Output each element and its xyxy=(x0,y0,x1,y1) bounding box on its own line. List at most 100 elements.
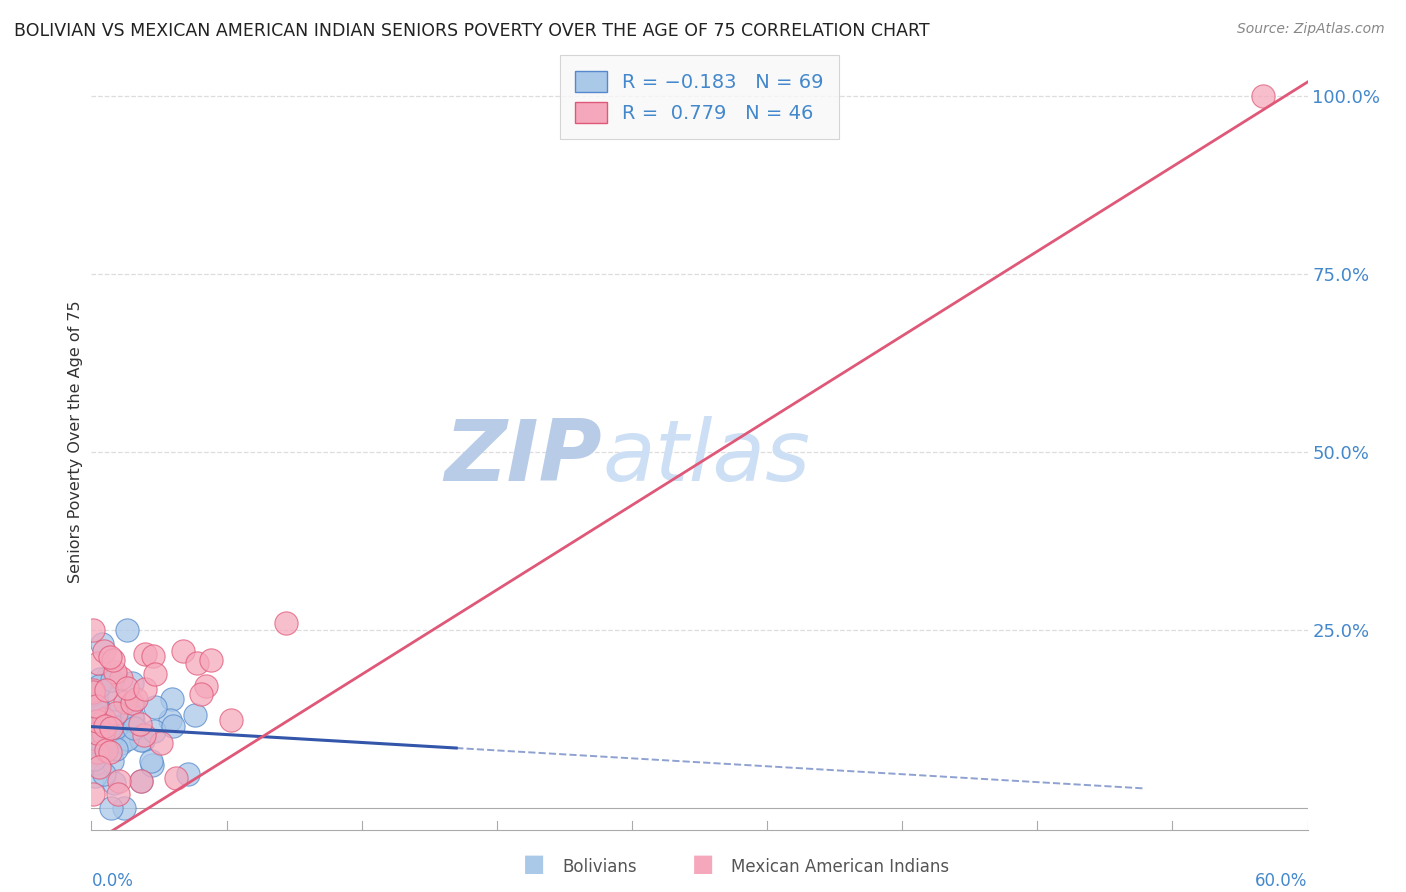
Text: ■: ■ xyxy=(692,852,714,876)
Point xyxy=(134,682,156,697)
Point xyxy=(89,756,111,771)
Point xyxy=(86,726,108,740)
Text: 60.0%: 60.0% xyxy=(1256,872,1308,890)
Point xyxy=(86,725,108,739)
Point xyxy=(121,708,143,723)
Text: BOLIVIAN VS MEXICAN AMERICAN INDIAN SENIORS POVERTY OVER THE AGE OF 75 CORRELATI: BOLIVIAN VS MEXICAN AMERICAN INDIAN SENI… xyxy=(14,22,929,40)
Point xyxy=(114,695,136,709)
Point xyxy=(94,719,117,733)
Point xyxy=(91,637,114,651)
Y-axis label: Seniors Poverty Over the Age of 75: Seniors Poverty Over the Age of 75 xyxy=(67,301,83,582)
Point xyxy=(100,801,122,815)
Point xyxy=(195,679,218,693)
Point xyxy=(159,714,181,728)
Point xyxy=(105,692,128,706)
Text: 0.0%: 0.0% xyxy=(91,872,134,890)
Point xyxy=(100,673,122,687)
Point xyxy=(112,801,135,815)
Point xyxy=(93,717,115,731)
Point xyxy=(150,735,173,749)
Point xyxy=(82,721,104,735)
Point xyxy=(89,747,111,761)
Point xyxy=(143,699,166,714)
Point xyxy=(115,731,138,746)
Point xyxy=(104,720,127,734)
Point xyxy=(94,724,117,739)
Point xyxy=(86,728,108,742)
Text: atlas: atlas xyxy=(602,416,810,499)
Point xyxy=(87,759,110,773)
Point xyxy=(96,743,118,757)
Point xyxy=(129,774,152,789)
Point xyxy=(177,767,200,781)
Point xyxy=(121,697,143,711)
Point xyxy=(93,713,115,727)
Point xyxy=(200,652,222,666)
Point xyxy=(84,698,107,713)
Point xyxy=(129,732,152,747)
Point xyxy=(139,754,162,768)
Point xyxy=(108,773,131,788)
Point xyxy=(82,682,104,697)
Point xyxy=(104,665,127,680)
Point xyxy=(83,752,105,766)
Point xyxy=(183,707,205,722)
Point xyxy=(82,726,104,740)
Point xyxy=(134,647,156,661)
Point xyxy=(115,624,138,638)
Point xyxy=(100,721,122,735)
Point xyxy=(162,719,184,733)
Point xyxy=(101,731,124,746)
Point xyxy=(134,728,156,742)
Point xyxy=(86,714,108,728)
Text: ZIP: ZIP xyxy=(444,416,602,499)
Point xyxy=(91,725,114,739)
Point xyxy=(122,721,145,735)
Point xyxy=(82,708,104,723)
Point xyxy=(89,709,111,723)
Point xyxy=(104,742,127,756)
Point xyxy=(124,692,146,706)
Point xyxy=(90,726,112,740)
Text: ■: ■ xyxy=(523,852,546,876)
Point xyxy=(93,643,115,657)
Point xyxy=(121,676,143,690)
Point xyxy=(143,667,166,681)
Point xyxy=(121,714,143,728)
Point xyxy=(172,643,194,657)
Point xyxy=(142,723,165,738)
Point xyxy=(103,720,125,734)
Point xyxy=(82,787,104,801)
Point xyxy=(86,688,108,702)
Point xyxy=(84,769,107,783)
Point xyxy=(107,787,129,801)
Point xyxy=(98,729,121,743)
Text: Mexican American Indians: Mexican American Indians xyxy=(731,858,949,876)
Point xyxy=(82,722,104,736)
Point xyxy=(82,623,104,637)
Point xyxy=(128,717,150,731)
Point xyxy=(97,670,120,684)
Point xyxy=(82,687,104,701)
Point xyxy=(96,723,118,738)
Point xyxy=(82,714,104,728)
Point xyxy=(83,734,105,748)
Point xyxy=(100,744,122,758)
Point xyxy=(110,671,132,685)
Point xyxy=(84,756,107,771)
Point xyxy=(87,700,110,714)
Point xyxy=(186,657,208,671)
Point xyxy=(86,745,108,759)
Point xyxy=(142,648,165,663)
Point xyxy=(132,732,155,747)
Point xyxy=(96,729,118,743)
Point xyxy=(219,713,242,727)
Point xyxy=(190,687,212,701)
Point xyxy=(82,731,104,745)
Point xyxy=(115,681,138,696)
Point xyxy=(100,730,122,744)
Point xyxy=(98,709,121,723)
Point xyxy=(117,699,139,714)
Point xyxy=(110,735,132,749)
Point xyxy=(87,731,110,745)
